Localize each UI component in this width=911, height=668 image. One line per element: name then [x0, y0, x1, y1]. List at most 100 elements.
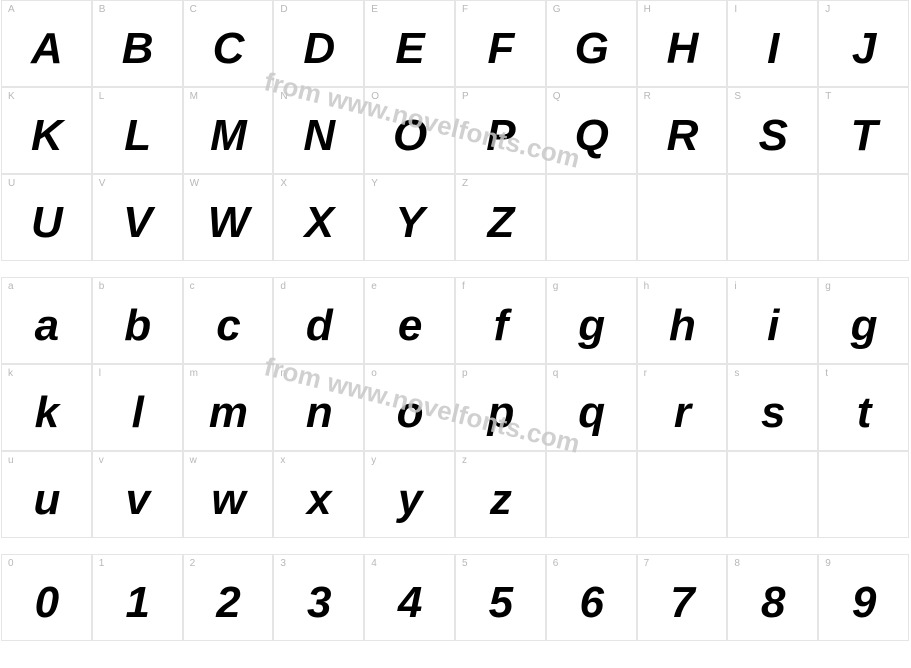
glyph: e [398, 301, 421, 351]
glyph: o [397, 388, 423, 438]
key-label: C [190, 4, 197, 15]
glyph-cell: 22 [183, 554, 274, 641]
glyph: q [578, 388, 604, 438]
glyph: S [759, 111, 787, 161]
key-label: H [644, 4, 651, 15]
glyph: d [306, 301, 332, 351]
key-label: S [734, 91, 741, 102]
glyph-cell: yy [364, 451, 455, 538]
key-label: 6 [553, 558, 559, 569]
glyph: 9 [852, 578, 875, 628]
glyph-cell: MM [183, 87, 274, 174]
key-label: Z [462, 178, 468, 189]
key-label: s [734, 368, 739, 379]
key-label: c [190, 281, 195, 292]
glyph-cell: mm [183, 364, 274, 451]
glyph-cell: vv [92, 451, 183, 538]
glyph-cell: nn [273, 364, 364, 451]
glyph-cell: ZZ [455, 174, 546, 261]
glyph-cell: uu [1, 451, 92, 538]
key-label: Q [553, 91, 561, 102]
glyph-cell: ww [183, 451, 274, 538]
glyph-cell: LL [92, 87, 183, 174]
glyph-cell: cc [183, 277, 274, 364]
key-label: y [371, 455, 376, 466]
glyph-cell: FF [455, 0, 546, 87]
glyph: z [490, 475, 511, 525]
section-spacer [0, 261, 911, 277]
glyph: n [306, 388, 332, 438]
glyph: i [767, 301, 778, 351]
key-label: 3 [280, 558, 286, 569]
glyph: K [31, 111, 62, 161]
key-label: r [644, 368, 647, 379]
glyph-cell: 44 [364, 554, 455, 641]
glyph: E [395, 24, 423, 74]
glyph: G [575, 24, 608, 74]
glyph-cell: 77 [637, 554, 728, 641]
glyph-cell: EE [364, 0, 455, 87]
key-label: O [371, 91, 379, 102]
glyph: J [852, 24, 875, 74]
glyph-cell: CC [183, 0, 274, 87]
glyph: 0 [35, 578, 58, 628]
glyph: g [578, 301, 604, 351]
empty-cell [637, 174, 728, 261]
glyph-cell: gg [818, 277, 909, 364]
glyph-cell: II [727, 0, 818, 87]
key-label: h [644, 281, 650, 292]
glyph: L [124, 111, 150, 161]
section-spacer [0, 538, 911, 554]
glyph: c [216, 301, 239, 351]
glyph-cell: pp [455, 364, 546, 451]
glyph-cell: ff [455, 277, 546, 364]
glyph-cell: VV [92, 174, 183, 261]
glyph-cell: KK [1, 87, 92, 174]
key-label: L [99, 91, 105, 102]
glyph: 2 [216, 578, 239, 628]
glyph: Q [575, 111, 608, 161]
glyph-cell: DD [273, 0, 364, 87]
glyph: V [123, 198, 151, 248]
glyph-cell: 33 [273, 554, 364, 641]
key-label: F [462, 4, 468, 15]
glyph: 3 [307, 578, 330, 628]
glyph-cell: ss [727, 364, 818, 451]
glyph: B [122, 24, 153, 74]
glyph-cell: NN [273, 87, 364, 174]
glyph-cell: AA [1, 0, 92, 87]
glyph: v [125, 475, 148, 525]
glyph-cell: xx [273, 451, 364, 538]
section-digits: 00112233445566778899 [1, 554, 909, 641]
glyph-cell: rr [637, 364, 728, 451]
key-label: e [371, 281, 377, 292]
glyph-cell: OO [364, 87, 455, 174]
empty-cell [727, 451, 818, 538]
key-label: X [280, 178, 287, 189]
glyph-cell: YY [364, 174, 455, 261]
empty-cell [727, 174, 818, 261]
glyph: F [487, 24, 513, 74]
key-label: f [462, 281, 465, 292]
glyph-cell: BB [92, 0, 183, 87]
key-label: N [280, 91, 287, 102]
key-label: 4 [371, 558, 377, 569]
glyph: U [31, 198, 62, 248]
empty-cell [818, 451, 909, 538]
glyph-cell: tt [818, 364, 909, 451]
key-label: v [99, 455, 104, 466]
key-label: 5 [462, 558, 468, 569]
glyph: C [213, 24, 244, 74]
glyph: W [208, 198, 249, 248]
empty-cell [818, 174, 909, 261]
glyph-cell: SS [727, 87, 818, 174]
glyph-cell: qq [546, 364, 637, 451]
glyph: 7 [670, 578, 693, 628]
key-label: 0 [8, 558, 14, 569]
key-label: V [99, 178, 106, 189]
key-label: 9 [825, 558, 831, 569]
key-label: M [190, 91, 198, 102]
glyph-cell: zz [455, 451, 546, 538]
glyph: H [667, 24, 698, 74]
glyph: w [211, 475, 244, 525]
